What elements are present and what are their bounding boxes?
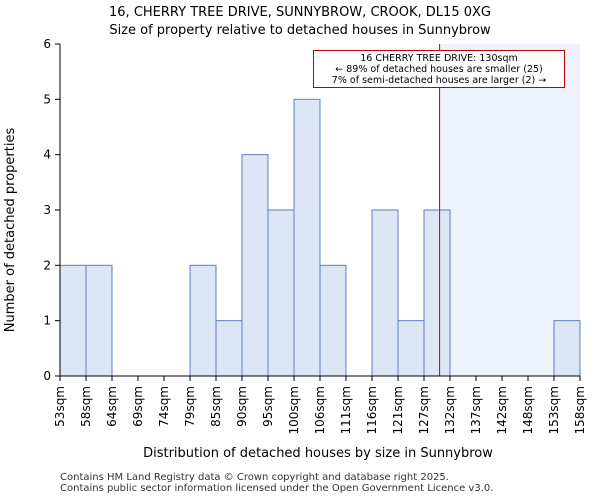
bars-group <box>59 44 581 377</box>
annotation-line2: ← 89% of detached houses are smaller (25… <box>335 64 543 75</box>
y-tick-label: 5 <box>43 92 51 106</box>
y-axis-label: Number of detached properties <box>3 128 18 333</box>
footer-line1: Contains HM Land Registry data © Crown c… <box>60 472 449 483</box>
x-tick-label: 90sqm <box>235 386 249 427</box>
footer-line2: Contains public sector information licen… <box>60 483 494 494</box>
x-tick-label: 58sqm <box>79 386 93 427</box>
y-tick-label: 3 <box>43 203 51 217</box>
x-tick-label: 148sqm <box>521 386 535 434</box>
x-axis-label: Distribution of detached houses by size … <box>143 446 493 461</box>
y-tick-label: 6 <box>43 37 51 51</box>
x-tick-label: 137sqm <box>469 386 483 434</box>
x-tick-label: 153sqm <box>547 386 561 434</box>
y-tick-label: 1 <box>43 314 51 328</box>
x-tick-label: 111sqm <box>339 386 353 434</box>
bar-106sqm <box>319 264 347 377</box>
y-tick-label: 4 <box>43 148 51 162</box>
bar-85sqm <box>215 320 243 377</box>
bar-79sqm <box>189 264 217 377</box>
y-tick-label: 0 <box>43 369 51 383</box>
x-tick-label: 106sqm <box>313 386 327 434</box>
y-tick-labels: 0 1 2 3 4 5 6 <box>43 37 60 383</box>
x-tick-label: 121sqm <box>391 386 405 434</box>
y-tick-label: 2 <box>43 258 51 272</box>
bar-100sqm <box>293 98 321 377</box>
x-tick-label: 100sqm <box>287 386 301 434</box>
bar-95sqm <box>267 209 295 377</box>
x-tick-label: 132sqm <box>443 386 457 434</box>
bar-53sqm <box>59 264 87 377</box>
x-tick-label: 74sqm <box>157 386 171 427</box>
chart-title-line2: Size of property relative to detached ho… <box>109 23 491 38</box>
x-tick-label: 85sqm <box>209 386 223 427</box>
bar-153sqm <box>553 320 581 377</box>
annotation-line3: 7% of semi-detached houses are larger (2… <box>331 75 547 86</box>
attribution-footer: Contains HM Land Registry data © Crown c… <box>60 472 493 494</box>
x-tick-label: 127sqm <box>417 386 431 434</box>
x-tick-label: 142sqm <box>495 386 509 434</box>
x-tick-label: 116sqm <box>365 386 379 434</box>
x-tick-labels: 53sqm 58sqm 64sqm 69sqm 74sqm 79sqm 85sqm 90sqm… <box>53 376 587 434</box>
x-tick-label: 79sqm <box>183 386 197 427</box>
bar-90sqm <box>241 154 269 377</box>
x-tick-label: 53sqm <box>53 386 67 427</box>
bar-chart: 53sqm 58sqm 64sqm 69sqm 74sqm 79sqm 85sqm 90sqm… <box>3 37 587 461</box>
x-tick-label: 64sqm <box>105 386 119 427</box>
annotation-line1: 16 CHERRY TREE DRIVE: 130sqm <box>360 53 518 64</box>
bar-58sqm <box>85 264 113 377</box>
bar-121sqm <box>397 320 425 377</box>
chart-title-block: 16, CHERRY TREE DRIVE, SUNNYBROW, CROOK,… <box>0 4 600 40</box>
x-tick-label: 95sqm <box>261 386 275 427</box>
chart-title-line1: 16, CHERRY TREE DRIVE, SUNNYBROW, CROOK,… <box>109 5 491 20</box>
x-tick-label: 158sqm <box>573 386 587 434</box>
bar-127sqm <box>423 209 451 377</box>
bar-116sqm <box>371 209 399 377</box>
x-tick-label: 69sqm <box>131 386 145 427</box>
property-annotation-box: 16 CHERRY TREE DRIVE: 130sqm ← 89% of de… <box>313 50 565 88</box>
